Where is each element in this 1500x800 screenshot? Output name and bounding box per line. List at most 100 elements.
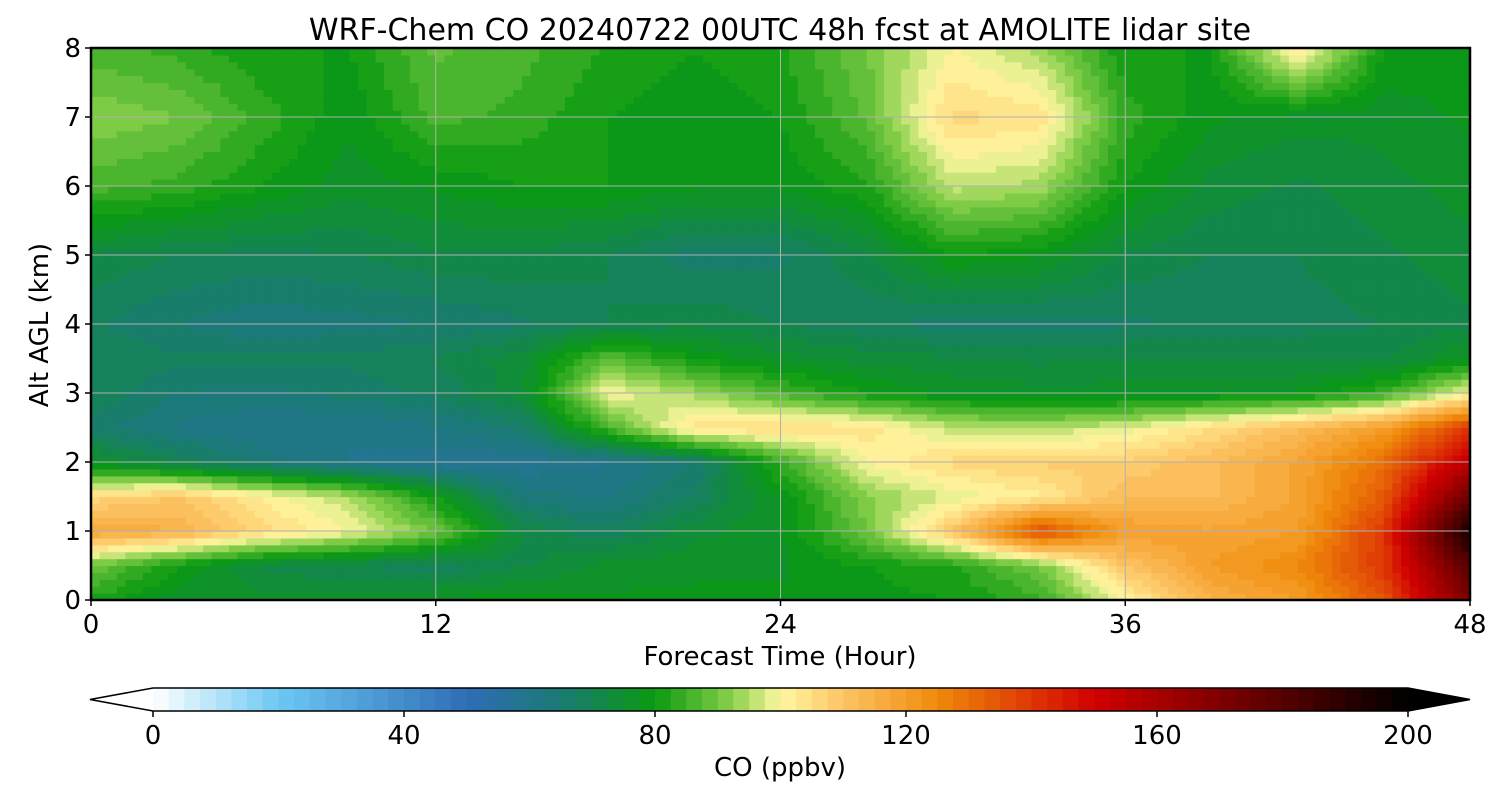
field-cell xyxy=(461,386,471,394)
field-cell xyxy=(461,365,471,373)
field-cell xyxy=(168,448,178,456)
field-cell xyxy=(418,123,428,132)
field-cell xyxy=(220,475,230,484)
field-cell xyxy=(573,213,583,222)
field-cell xyxy=(392,186,402,194)
field-cell xyxy=(392,165,402,173)
field-cell xyxy=(444,186,454,194)
field-cell xyxy=(246,75,256,84)
field-cell xyxy=(409,579,420,587)
field-cell xyxy=(582,572,592,580)
field-cell xyxy=(358,317,368,325)
field-cell xyxy=(358,510,368,518)
field-cell xyxy=(539,296,549,304)
field-cell xyxy=(323,558,333,567)
field-cell xyxy=(108,448,118,456)
field-cell xyxy=(625,593,635,601)
field-cell xyxy=(185,503,196,511)
field-cell xyxy=(159,496,170,504)
field-cell xyxy=(125,337,135,346)
field-cell xyxy=(401,296,411,304)
field-cell xyxy=(418,544,428,553)
field-cell xyxy=(452,482,463,491)
field-cell xyxy=(539,89,549,97)
field-cell xyxy=(340,475,351,484)
field-cell xyxy=(530,255,540,263)
field-cell xyxy=(496,565,506,573)
field-cell xyxy=(185,558,196,567)
field-cell xyxy=(289,220,299,228)
field-cell xyxy=(599,123,609,132)
field-cell xyxy=(263,144,273,153)
field-cell xyxy=(478,192,489,201)
field-cell xyxy=(220,255,230,263)
field-cell xyxy=(496,179,506,187)
field-cell xyxy=(358,296,368,304)
field-cell xyxy=(280,351,290,360)
field-cell xyxy=(125,434,135,442)
field-cell xyxy=(504,565,514,573)
field-cell xyxy=(427,344,437,353)
field-cell xyxy=(151,206,161,215)
field-cell xyxy=(203,61,213,70)
field-cell xyxy=(616,475,626,484)
field-cell xyxy=(384,517,394,525)
field-cell xyxy=(194,393,204,401)
field-cell xyxy=(349,586,359,594)
field-cell xyxy=(280,289,290,297)
field-cell xyxy=(194,317,204,325)
field-cell xyxy=(185,372,196,380)
field-cell xyxy=(435,379,445,387)
field-cell xyxy=(539,462,549,470)
field-cell xyxy=(418,48,428,56)
field-cell xyxy=(332,524,342,532)
field-cell xyxy=(496,186,506,194)
field-cell xyxy=(565,310,575,318)
field-cell xyxy=(142,434,152,442)
field-cell xyxy=(427,192,437,201)
field-cell xyxy=(375,544,385,553)
field-cell xyxy=(435,213,445,222)
field-cell xyxy=(358,448,368,456)
field-cell xyxy=(496,213,506,222)
field-cell xyxy=(340,206,351,215)
field-cell xyxy=(159,565,170,573)
field-cell xyxy=(220,455,230,463)
field-cell xyxy=(125,261,135,270)
field-cell xyxy=(306,310,316,318)
field-cell xyxy=(315,137,325,146)
field-cell xyxy=(306,234,316,242)
field-cell xyxy=(590,158,601,166)
field-cell xyxy=(185,379,196,387)
field-cell xyxy=(418,103,428,111)
field-cell xyxy=(504,151,514,159)
field-cell xyxy=(134,310,144,318)
field-cell xyxy=(306,289,316,297)
field-cell xyxy=(228,255,239,263)
field-cell xyxy=(616,268,626,277)
field-cell xyxy=(608,241,618,249)
field-cell xyxy=(306,475,316,484)
field-cell xyxy=(185,89,196,97)
field-cell xyxy=(306,434,316,442)
field-cell xyxy=(91,558,101,567)
field-cell xyxy=(418,344,428,353)
field-cell xyxy=(159,517,170,525)
field-cell xyxy=(599,455,609,463)
field-cell xyxy=(418,151,428,159)
field-cell xyxy=(108,303,118,311)
field-cell xyxy=(530,496,540,504)
field-cell xyxy=(116,365,127,373)
field-cell xyxy=(271,386,282,394)
field-cell xyxy=(99,565,109,573)
field-cell xyxy=(478,151,489,159)
field-cell xyxy=(573,151,583,159)
field-cell xyxy=(159,213,170,222)
field-cell xyxy=(203,261,213,270)
field-cell xyxy=(116,420,127,429)
field-cell xyxy=(323,96,333,104)
field-cell xyxy=(116,144,127,153)
field-cell xyxy=(539,434,549,442)
field-cell xyxy=(487,158,497,166)
field-cell xyxy=(306,420,316,429)
